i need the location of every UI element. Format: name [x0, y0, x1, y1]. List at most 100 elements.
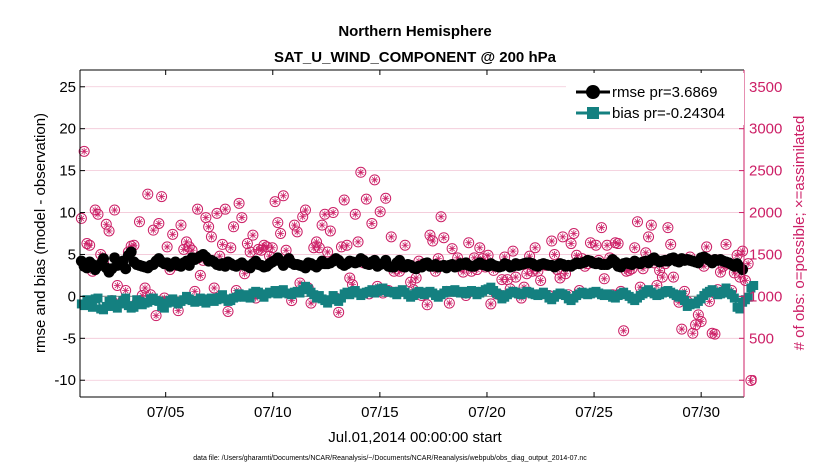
- obs-count-point: [435, 211, 447, 223]
- obs-count-point: [324, 225, 336, 237]
- obs-count-point: [322, 246, 334, 258]
- bias-point: [721, 283, 731, 293]
- bias-point: [129, 302, 139, 312]
- obs-count-point: [167, 228, 179, 240]
- bias-point: [159, 303, 169, 313]
- obs-count-point: [596, 222, 608, 234]
- obs-count-point: [233, 197, 245, 209]
- obs-count-point: [244, 246, 256, 258]
- y-axis-left-label: rmse and bias (model - observation): [32, 113, 49, 353]
- chart-subtitle: SAT_U_WIND_COMPONENT @ 200 hPa: [274, 49, 557, 66]
- obs-count-point: [410, 272, 422, 284]
- obs-count-point: [219, 203, 231, 215]
- y-right-tick-label: 1000: [749, 288, 782, 305]
- bias-point: [743, 292, 753, 302]
- obs-count-point: [78, 145, 90, 157]
- obs-count-point: [565, 238, 577, 250]
- obs-count-point: [507, 245, 519, 257]
- obs-count-point: [640, 247, 652, 259]
- obs-count-point: [297, 211, 309, 223]
- obs-count-point: [612, 238, 624, 250]
- obs-count-point: [272, 217, 284, 229]
- legend: rmse pr=3.6869 bias pr=-0.24304: [566, 73, 744, 125]
- x-axis-label: Jul.01,2014 00:00:00 start: [328, 429, 502, 446]
- obs-count-point: [474, 242, 486, 254]
- obs-count-point: [225, 242, 237, 254]
- obs-count-point: [701, 241, 713, 253]
- bias-point: [107, 295, 117, 305]
- obs-count-point: [288, 219, 300, 231]
- obs-count-point: [529, 242, 541, 254]
- data-file-footer: data file: /Users/gharamti/Documents/NCA…: [193, 455, 587, 462]
- legend-bias-marker: [587, 107, 599, 119]
- bias-point: [154, 296, 164, 306]
- y-right-tick-label: 500: [749, 330, 774, 347]
- bias-point: [87, 302, 97, 312]
- obs-count-point: [374, 206, 386, 218]
- rmse-point: [120, 263, 132, 275]
- x-tick-label: 07/10: [254, 404, 292, 421]
- y-right-tick-label: 0: [749, 372, 757, 389]
- obs-count-point: [349, 208, 361, 220]
- bias-point: [729, 293, 739, 303]
- obs-count-point: [438, 232, 450, 244]
- x-tick-label: 07/30: [682, 404, 720, 421]
- obs-count-point: [269, 196, 281, 208]
- obs-count-point: [629, 242, 641, 254]
- obs-count-point: [421, 299, 433, 311]
- bias-point: [79, 301, 89, 311]
- obs-count-point: [338, 194, 350, 206]
- obs-count-point: [150, 310, 162, 322]
- obs-count-point: [156, 191, 168, 203]
- obs-count-point: [521, 268, 533, 280]
- obs-count-point: [178, 243, 190, 255]
- bias-point: [680, 296, 690, 306]
- obs-count-point: [463, 237, 475, 249]
- bias-point: [121, 293, 131, 303]
- y-left-tick-label: 15: [59, 163, 76, 180]
- obs-count-point: [316, 219, 328, 231]
- obs-count-point: [601, 239, 613, 251]
- obs-count-point: [656, 271, 668, 283]
- obs-count-point: [643, 231, 655, 243]
- obs-count-point: [275, 228, 287, 239]
- obs-count-point: [291, 226, 303, 238]
- data-marks: [75, 145, 759, 386]
- obs-count-point: [360, 193, 372, 205]
- obs-count-point: [709, 328, 721, 340]
- obs-count-point: [333, 306, 345, 318]
- obs-count-point: [665, 238, 677, 250]
- obs-count-point: [692, 309, 704, 321]
- obs-count-point: [341, 239, 353, 251]
- obs-count-point: [690, 319, 702, 331]
- obs-count-point: [109, 204, 121, 216]
- bias-point: [677, 290, 687, 300]
- obs-count-point: [714, 266, 726, 278]
- bias-point: [101, 301, 111, 311]
- obs-count-point: [645, 219, 657, 231]
- obs-count-point: [546, 235, 558, 247]
- obs-count-point: [319, 208, 331, 220]
- obs-count-point: [598, 273, 610, 285]
- obs-count-point: [200, 212, 212, 224]
- obs-count-point: [352, 236, 364, 248]
- obs-count-point: [84, 239, 96, 251]
- obs-count-point: [548, 248, 560, 260]
- rmse-point: [125, 246, 137, 258]
- obs-count-point: [103, 225, 115, 237]
- obs-count-point: [584, 237, 596, 249]
- obs-count-point: [139, 282, 151, 294]
- y-left-tick-label: -10: [54, 372, 76, 389]
- chart-title: Northern Hemisphere: [338, 23, 491, 40]
- y-right-tick-label: 2500: [749, 163, 782, 180]
- obs-count-point: [446, 243, 458, 255]
- obs-count-point: [720, 238, 732, 250]
- obs-count-point: [222, 305, 234, 317]
- obs-count-point: [745, 374, 757, 386]
- obs-count-point: [482, 249, 494, 261]
- rmse-point: [98, 253, 110, 265]
- obs-count-point: [667, 271, 679, 283]
- y-right-tick-label: 1500: [749, 246, 782, 263]
- obs-count-point: [147, 224, 159, 236]
